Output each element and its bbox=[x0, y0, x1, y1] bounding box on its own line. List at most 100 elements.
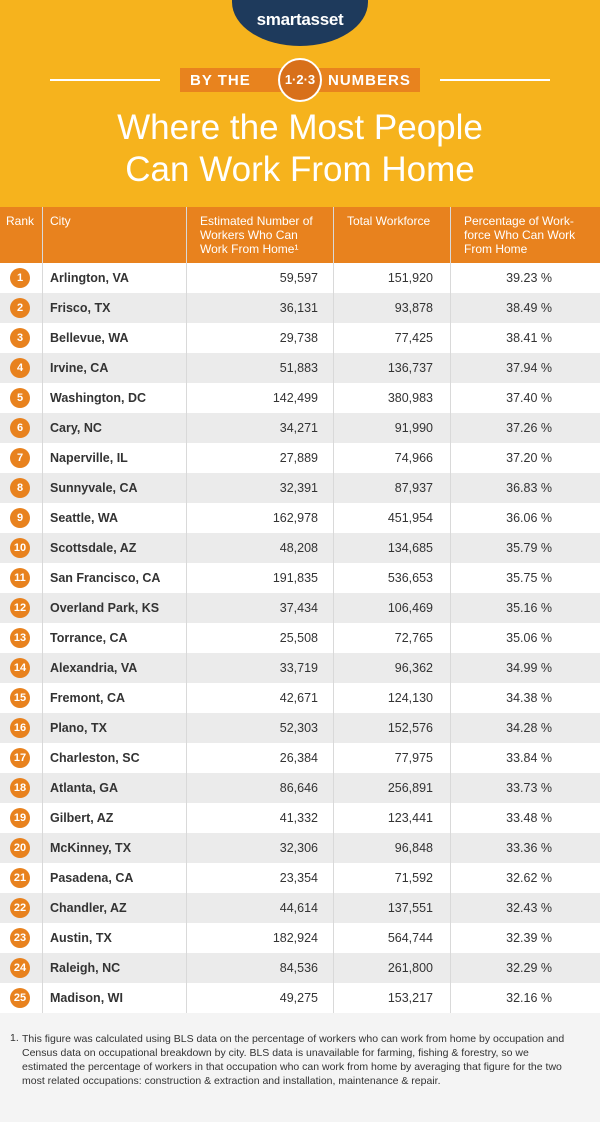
rank-badge: 23 bbox=[10, 928, 30, 948]
table-row bbox=[0, 623, 600, 653]
percentage-cell: 35.06 % bbox=[506, 631, 552, 645]
banner-rule bbox=[50, 79, 160, 81]
title-line: Where the Most People bbox=[117, 108, 483, 147]
total-workforce-cell: 256,891 bbox=[387, 781, 433, 795]
banner-circle bbox=[278, 58, 322, 102]
rank-badge: 2 bbox=[10, 298, 30, 318]
rank-badge: 10 bbox=[10, 538, 30, 558]
estimated-workers-cell: 59,597 bbox=[279, 271, 318, 285]
total-workforce-cell: 93,878 bbox=[394, 301, 433, 315]
city-cell: Pasadena, CA bbox=[50, 871, 134, 885]
estimated-workers-cell: 41,332 bbox=[279, 811, 318, 825]
table-header bbox=[0, 207, 600, 263]
total-workforce-cell: 564,744 bbox=[387, 931, 433, 945]
percentage-cell: 35.16 % bbox=[506, 601, 552, 615]
total-workforce-cell: 152,576 bbox=[387, 721, 433, 735]
rank-badge: 21 bbox=[10, 868, 30, 888]
percentage-cell: 32.39 % bbox=[506, 931, 552, 945]
rank-badge: 18 bbox=[10, 778, 30, 798]
table-row bbox=[0, 593, 600, 623]
percentage-cell: 32.16 % bbox=[506, 991, 552, 1005]
total-workforce-cell: 153,217 bbox=[387, 991, 433, 1005]
percentage-cell: 37.94 % bbox=[506, 361, 552, 375]
rank-badge: 4 bbox=[10, 358, 30, 378]
percentage-cell: 33.48 % bbox=[506, 811, 552, 825]
rank-badge: 11 bbox=[10, 568, 30, 588]
rank-badge: 22 bbox=[10, 898, 30, 918]
rank-badge: 3 bbox=[10, 328, 30, 348]
percentage-cell: 33.36 % bbox=[506, 841, 552, 855]
column-separator bbox=[450, 207, 451, 1013]
total-workforce-cell: 96,362 bbox=[394, 661, 433, 675]
city-cell: Gilbert, AZ bbox=[50, 811, 114, 825]
city-cell: Torrance, CA bbox=[50, 631, 128, 645]
percentage-cell: 34.99 % bbox=[506, 661, 552, 675]
total-workforce-cell: 71,592 bbox=[394, 871, 433, 885]
footnote-area bbox=[0, 1013, 600, 1122]
city-cell: Alexandria, VA bbox=[50, 661, 138, 675]
city-cell: Naperville, IL bbox=[50, 451, 128, 465]
estimated-workers-cell: 25,508 bbox=[279, 631, 318, 645]
estimated-workers-cell: 26,384 bbox=[279, 751, 318, 765]
percentage-cell: 39.23 % bbox=[506, 271, 552, 285]
total-workforce-cell: 123,441 bbox=[387, 811, 433, 825]
estimated-workers-cell: 142,499 bbox=[272, 391, 318, 405]
city-cell: Seattle, WA bbox=[50, 511, 119, 525]
rank-badge: 8 bbox=[10, 478, 30, 498]
table-row bbox=[0, 923, 600, 953]
city-cell: Charleston, SC bbox=[50, 751, 140, 765]
rank-badge: 20 bbox=[10, 838, 30, 858]
table-row bbox=[0, 473, 600, 503]
total-workforce-cell: 74,966 bbox=[394, 451, 433, 465]
total-workforce-cell: 77,975 bbox=[394, 751, 433, 765]
city-cell: Arlington, VA bbox=[50, 271, 129, 285]
banner-text: BY THE bbox=[190, 72, 251, 89]
rank-badge: 19 bbox=[10, 808, 30, 828]
city-cell: Austin, TX bbox=[50, 931, 112, 945]
percentage-cell: 35.75 % bbox=[506, 571, 552, 585]
rank-badge: 25 bbox=[10, 988, 30, 1008]
total-workforce-cell: 261,800 bbox=[387, 961, 433, 975]
table-row bbox=[0, 323, 600, 353]
rank-badge: 6 bbox=[10, 418, 30, 438]
rank-badge: 24 bbox=[10, 958, 30, 978]
city-cell: Cary, NC bbox=[50, 421, 102, 435]
title-line: Can Work From Home bbox=[125, 150, 475, 189]
total-workforce-cell: 151,920 bbox=[387, 271, 433, 285]
total-workforce-cell: 136,737 bbox=[387, 361, 433, 375]
estimated-workers-cell: 33,719 bbox=[279, 661, 318, 675]
table-row bbox=[0, 263, 600, 293]
table-row bbox=[0, 443, 600, 473]
estimated-workers-cell: 49,275 bbox=[279, 991, 318, 1005]
column-header: Total Workforce bbox=[347, 214, 431, 228]
city-cell: Atlanta, GA bbox=[50, 781, 119, 795]
city-cell: Madison, WI bbox=[50, 991, 123, 1005]
percentage-cell: 33.73 % bbox=[506, 781, 552, 795]
estimated-workers-cell: 32,306 bbox=[279, 841, 318, 855]
estimated-workers-cell: 182,924 bbox=[272, 931, 318, 945]
total-workforce-cell: 87,937 bbox=[394, 481, 433, 495]
table-row bbox=[0, 833, 600, 863]
city-cell: San Francisco, CA bbox=[50, 571, 161, 585]
city-cell: Overland Park, KS bbox=[50, 601, 160, 615]
city-cell: Bellevue, WA bbox=[50, 331, 129, 345]
estimated-workers-cell: 44,614 bbox=[279, 901, 318, 915]
table-row bbox=[0, 743, 600, 773]
city-cell: Irvine, CA bbox=[50, 361, 109, 375]
estimated-workers-cell: 51,883 bbox=[279, 361, 318, 375]
rank-badge: 1 bbox=[10, 268, 30, 288]
city-cell: Frisco, TX bbox=[50, 301, 111, 315]
city-cell: Sunnyvale, CA bbox=[50, 481, 138, 495]
estimated-workers-cell: 36,131 bbox=[279, 301, 318, 315]
table-row bbox=[0, 563, 600, 593]
column-separator bbox=[186, 207, 187, 1013]
banner-number: 1·2·3 bbox=[284, 72, 316, 87]
city-cell: Fremont, CA bbox=[50, 691, 125, 705]
percentage-cell: 32.43 % bbox=[506, 901, 552, 915]
total-workforce-cell: 380,983 bbox=[387, 391, 433, 405]
table-row bbox=[0, 533, 600, 563]
table-row bbox=[0, 413, 600, 443]
banner-rule bbox=[440, 79, 550, 81]
total-workforce-cell: 536,653 bbox=[387, 571, 433, 585]
table-row bbox=[0, 983, 600, 1013]
